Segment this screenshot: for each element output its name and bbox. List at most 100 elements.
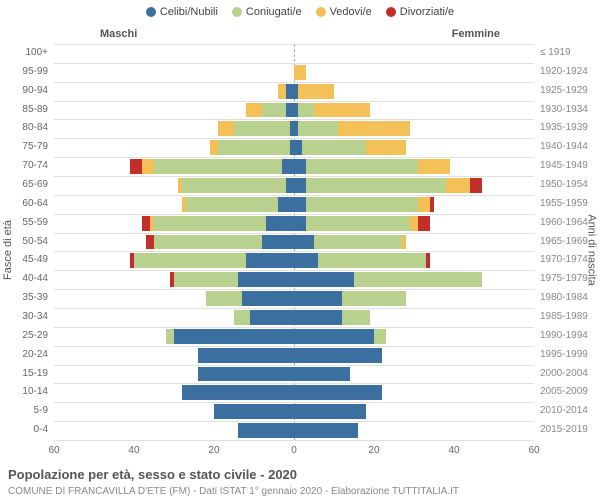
bar-segment bbox=[154, 159, 282, 174]
bar-segment bbox=[218, 121, 234, 136]
bar-segment bbox=[418, 197, 430, 212]
bar-segment bbox=[286, 103, 294, 118]
legend-swatch bbox=[232, 7, 242, 17]
male-bar bbox=[54, 159, 294, 174]
birth-year-label: 2015-2019 bbox=[540, 421, 600, 440]
bar-segment bbox=[446, 178, 470, 193]
bar-segment bbox=[154, 216, 266, 231]
legend-label: Coniugati/e bbox=[246, 6, 302, 18]
pyramid-row: 85-891930-1934 bbox=[54, 101, 534, 120]
birth-year-label: 1935-1939 bbox=[540, 119, 600, 138]
bar-segment bbox=[238, 272, 294, 287]
bar-segment bbox=[294, 272, 354, 287]
male-bar bbox=[54, 310, 294, 325]
birth-year-label: 1970-1974 bbox=[540, 251, 600, 270]
male-bar bbox=[54, 348, 294, 363]
bar-segment bbox=[198, 367, 294, 382]
x-axis-tick: 60 bbox=[528, 445, 539, 456]
pyramid-row: 25-291990-1994 bbox=[54, 327, 534, 346]
pyramid-row: 15-192000-2004 bbox=[54, 365, 534, 384]
legend-item: Coniugati/e bbox=[232, 6, 302, 18]
bar-segment bbox=[206, 291, 242, 306]
birth-year-label: 1990-1994 bbox=[540, 327, 600, 346]
pyramid-row: 10-142005-2009 bbox=[54, 383, 534, 402]
female-bar bbox=[294, 404, 534, 419]
bar-segment bbox=[470, 178, 482, 193]
bar-segment bbox=[210, 140, 218, 155]
bar-segment bbox=[214, 404, 294, 419]
age-label: 95-99 bbox=[4, 63, 48, 82]
bar-segment bbox=[306, 159, 418, 174]
male-bar bbox=[54, 46, 294, 61]
birth-year-label: 1955-1959 bbox=[540, 195, 600, 214]
pyramid-row: 75-791940-1944 bbox=[54, 138, 534, 157]
pyramid-row: 70-741945-1949 bbox=[54, 157, 534, 176]
bar-segment bbox=[410, 216, 418, 231]
birth-year-label: ≤ 1919 bbox=[540, 44, 600, 63]
age-label: 100+ bbox=[4, 44, 48, 63]
bar-segment bbox=[294, 291, 342, 306]
age-label: 45-49 bbox=[4, 251, 48, 270]
x-axis-tick: 40 bbox=[128, 445, 139, 456]
bar-segment bbox=[294, 329, 374, 344]
gridline bbox=[54, 440, 534, 441]
age-label: 55-59 bbox=[4, 214, 48, 233]
male-bar bbox=[54, 140, 294, 155]
female-bar bbox=[294, 121, 534, 136]
bar-segment bbox=[298, 103, 314, 118]
x-axis-tick: 0 bbox=[291, 445, 297, 456]
bar-segment bbox=[234, 121, 290, 136]
bar-segment bbox=[306, 216, 410, 231]
x-axis-tick: 20 bbox=[368, 445, 379, 456]
female-bar bbox=[294, 385, 534, 400]
bar-segment bbox=[342, 291, 406, 306]
female-bar bbox=[294, 348, 534, 363]
bar-segment bbox=[366, 140, 406, 155]
bar-segment bbox=[282, 159, 294, 174]
age-label: 65-69 bbox=[4, 176, 48, 195]
female-bar bbox=[294, 178, 534, 193]
bar-segment bbox=[286, 84, 294, 99]
bar-segment bbox=[298, 121, 338, 136]
birth-year-label: 2005-2009 bbox=[540, 383, 600, 402]
bar-segment bbox=[154, 235, 262, 250]
legend-label: Celibi/Nubili bbox=[160, 6, 218, 18]
male-bar bbox=[54, 385, 294, 400]
birth-year-label: 1975-1979 bbox=[540, 270, 600, 289]
female-bar bbox=[294, 235, 534, 250]
bar-segment bbox=[338, 121, 410, 136]
birth-year-label: 1925-1929 bbox=[540, 82, 600, 101]
bar-segment bbox=[262, 103, 286, 118]
male-bar bbox=[54, 367, 294, 382]
x-axis-tick: 40 bbox=[448, 445, 459, 456]
header-female: Femmine bbox=[452, 28, 500, 40]
female-bar bbox=[294, 159, 534, 174]
female-bar bbox=[294, 329, 534, 344]
bar-segment bbox=[174, 329, 294, 344]
female-bar bbox=[294, 291, 534, 306]
female-bar bbox=[294, 253, 534, 268]
pyramid-row: 20-241995-1999 bbox=[54, 346, 534, 365]
x-axis-tick: 60 bbox=[48, 445, 59, 456]
bar-segment bbox=[294, 159, 306, 174]
bar-segment bbox=[266, 216, 294, 231]
female-bar bbox=[294, 103, 534, 118]
age-label: 10-14 bbox=[4, 383, 48, 402]
female-bar bbox=[294, 272, 534, 287]
birth-year-label: 1920-1924 bbox=[540, 63, 600, 82]
bar-segment bbox=[294, 253, 318, 268]
birth-year-label: 1930-1934 bbox=[540, 101, 600, 120]
x-axis-tick: 20 bbox=[208, 445, 219, 456]
legend-label: Divorziati/e bbox=[400, 6, 454, 18]
female-bar bbox=[294, 367, 534, 382]
bar-segment bbox=[294, 235, 314, 250]
population-pyramid-chart: 100+≤ 191995-991920-192490-941925-192985… bbox=[54, 44, 534, 440]
birth-year-label: 1950-1954 bbox=[540, 176, 600, 195]
bar-segment bbox=[286, 178, 294, 193]
legend-item: Divorziati/e bbox=[386, 6, 454, 18]
bar-segment bbox=[238, 423, 294, 438]
bar-segment bbox=[298, 84, 334, 99]
bar-segment bbox=[374, 329, 386, 344]
bar-segment bbox=[342, 310, 370, 325]
pyramid-row: 80-841935-1939 bbox=[54, 119, 534, 138]
